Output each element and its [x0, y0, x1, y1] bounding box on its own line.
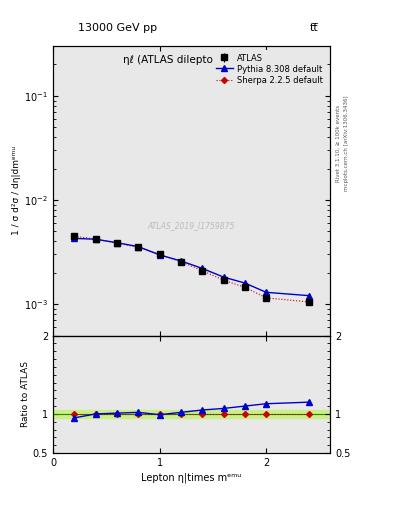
Text: ATLAS_2019_I1759875: ATLAS_2019_I1759875 — [148, 221, 235, 230]
Pythia 8.308 default — [307, 292, 311, 298]
Text: tt̅: tt̅ — [310, 23, 319, 33]
Y-axis label: 1 / σ d²σ / dη|dmᵉᵐᵘ: 1 / σ d²σ / dη|dmᵉᵐᵘ — [13, 146, 22, 236]
Text: mcplots.cern.ch [arXiv:1306.3436]: mcplots.cern.ch [arXiv:1306.3436] — [344, 96, 349, 191]
Pythia 8.308 default — [242, 280, 247, 286]
Pythia 8.308 default — [136, 244, 141, 250]
Y-axis label: Ratio to ATLAS: Ratio to ATLAS — [21, 361, 30, 428]
Sherpa 2.2.5 default — [307, 299, 311, 305]
Sherpa 2.2.5 default — [157, 251, 162, 258]
Text: 13000 GeV pp: 13000 GeV pp — [78, 23, 158, 33]
X-axis label: Lepton η|times mᵉᵐᵘ: Lepton η|times mᵉᵐᵘ — [141, 472, 242, 483]
Pythia 8.308 default — [93, 236, 98, 242]
Sherpa 2.2.5 default — [136, 244, 141, 250]
Sherpa 2.2.5 default — [242, 284, 247, 290]
Sherpa 2.2.5 default — [93, 236, 98, 242]
Legend: ATLAS, Pythia 8.308 default, Sherpa 2.2.5 default: ATLAS, Pythia 8.308 default, Sherpa 2.2.… — [213, 50, 326, 88]
Sherpa 2.2.5 default — [72, 233, 77, 239]
Sherpa 2.2.5 default — [115, 240, 119, 246]
Pythia 8.308 default — [221, 274, 226, 280]
Text: ηℓ (ATLAS dileptonic ttbar): ηℓ (ATLAS dileptonic ttbar) — [123, 55, 261, 65]
Pythia 8.308 default — [157, 252, 162, 258]
Sherpa 2.2.5 default — [178, 259, 183, 265]
Sherpa 2.2.5 default — [200, 268, 205, 274]
Pythia 8.308 default — [72, 236, 77, 242]
Pythia 8.308 default — [264, 289, 268, 295]
Bar — [53, 410, 330, 418]
Line: Sherpa 2.2.5 default: Sherpa 2.2.5 default — [72, 234, 311, 304]
Pythia 8.308 default — [200, 265, 205, 271]
Sherpa 2.2.5 default — [221, 277, 226, 283]
Sherpa 2.2.5 default — [264, 295, 268, 301]
Pythia 8.308 default — [115, 240, 119, 246]
Line: Pythia 8.308 default: Pythia 8.308 default — [72, 236, 312, 298]
Text: Rivet 3.1.10, ≥ 100k events: Rivet 3.1.10, ≥ 100k events — [336, 105, 341, 182]
Pythia 8.308 default — [178, 258, 183, 264]
